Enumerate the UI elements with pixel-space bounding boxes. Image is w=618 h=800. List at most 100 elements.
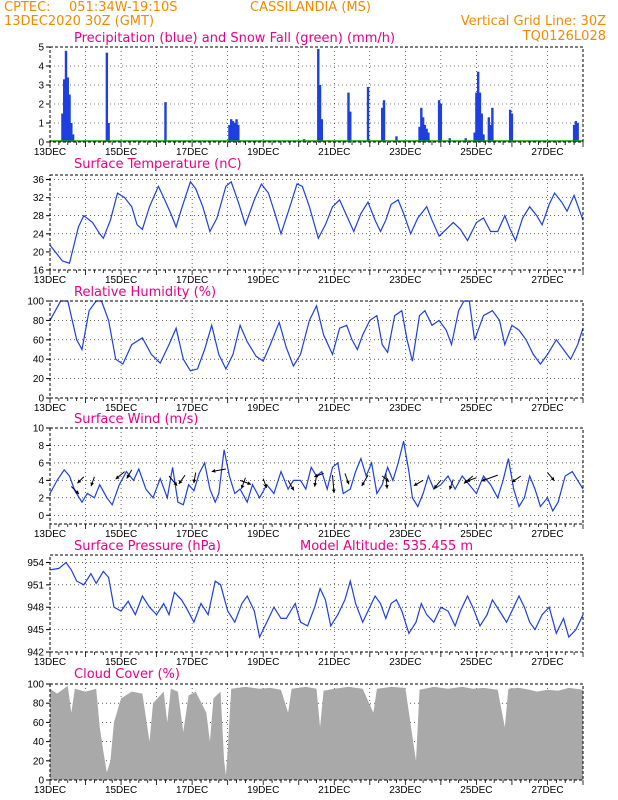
wind-arrow-head — [433, 484, 438, 489]
y-tick-label: 951 — [27, 580, 44, 591]
x-tick-label: 21DEC — [318, 529, 350, 540]
x-tick-label: 27DEC — [531, 529, 563, 540]
wind-arrow-head — [290, 486, 294, 491]
x-tick-label: 19DEC — [247, 529, 279, 540]
precip-bar — [366, 86, 370, 142]
y-tick-label: 60 — [33, 335, 45, 346]
x-tick-label: 21DEC — [318, 785, 350, 796]
cloud-area — [50, 685, 583, 780]
precip-bar — [231, 121, 235, 142]
wind-speed-line — [49, 440, 584, 513]
header-source: CPTEC: — [4, 0, 51, 15]
header-run: 13DEC2020 30Z (GMT) — [4, 14, 154, 29]
wind-arrow-head — [361, 482, 366, 487]
y-tick-label: 32 — [33, 193, 45, 204]
x-tick-label: 13DEC — [34, 275, 66, 286]
x-tick-label: 13DEC — [34, 657, 66, 668]
precip-bar — [395, 136, 398, 142]
precip-bar — [230, 119, 233, 142]
panel-frame — [49, 174, 584, 271]
x-tick-label: 25DEC — [460, 657, 492, 668]
x-tick-label: 23DEC — [389, 785, 421, 796]
precip-bar — [489, 124, 492, 142]
precip-bar — [381, 107, 384, 142]
precip-bar — [233, 123, 236, 142]
wind-arrow-head — [466, 478, 471, 483]
x-tick-label: 23DEC — [389, 147, 421, 158]
wind-arrow-head — [413, 482, 418, 486]
x-tick-label: 23DEC — [389, 657, 421, 668]
wind-arrow-head — [314, 473, 319, 478]
x-tick-label: 21DEC — [318, 403, 350, 414]
panel-annotation: Model Altitude: 535.455 m — [300, 539, 473, 554]
wind-arrow-head — [211, 469, 216, 473]
precip-bar — [439, 104, 443, 142]
precip-bar — [480, 113, 483, 142]
y-tick-label: 40 — [33, 355, 45, 366]
panel-title: Surface Temperature (nC) — [74, 157, 242, 172]
precip-bar — [508, 109, 512, 142]
x-tick-label: 17DEC — [176, 275, 208, 286]
precip-bar — [475, 92, 478, 142]
x-tick-label: 15DEC — [105, 529, 137, 540]
precip-bar — [382, 100, 386, 142]
precip-bar — [491, 107, 494, 142]
y-tick-label: 24 — [33, 229, 45, 240]
x-tick-label: 15DEC — [105, 785, 137, 796]
x-tick-label: 13DEC — [34, 785, 66, 796]
precip-bar — [425, 128, 428, 142]
y-tick-label: 80 — [33, 316, 45, 327]
wind-arrow-head — [240, 484, 245, 489]
precip-bar — [437, 100, 441, 142]
precip-bar — [482, 134, 485, 142]
y-tick-label: 8 — [38, 441, 44, 452]
y-tick-label: 945 — [27, 625, 44, 636]
panel-1: 0 1 2 3 4 5 13DEC 15DEC 17DEC 19DEC 21DEC 23DEC 25DE… — [34, 31, 584, 158]
precip-bar — [476, 71, 480, 142]
y-tick-label: 942 — [27, 648, 44, 659]
panel-2: 16 20 24 28 32 36 13DEC 15DEC 17DEC 19DEC 21DEC 23D… — [33, 157, 584, 286]
wind-arrow-head — [550, 476, 555, 481]
y-tick-label: 954 — [27, 558, 44, 569]
panel-title: Precipitation (blue) and Snow Fall (gree… — [74, 31, 395, 46]
wind-arrow-head — [384, 484, 389, 489]
precip-bar — [427, 132, 430, 142]
precip-bar — [420, 107, 423, 142]
y-tick-label: 1 — [38, 119, 44, 130]
x-tick-label: 13DEC — [34, 147, 66, 158]
x-tick-label: 25DEC — [460, 147, 492, 158]
panel-6: 0 20 40 60 80 100 13DEC 15DEC 17DEC 19DEC 21DEC 23D… — [27, 667, 584, 796]
x-tick-label: 25DEC — [460, 785, 492, 796]
humidity-line — [49, 300, 584, 372]
y-tick-label: 2 — [38, 493, 44, 504]
wind-arrow-head — [481, 477, 486, 482]
precip-bar — [473, 132, 476, 142]
panel-3: 0 20 40 60 80 100 13DEC 15DEC 17DEC 19DEC 21DEC 23D… — [27, 285, 584, 414]
y-tick-label: 80 — [33, 699, 45, 710]
wind-arrow-head — [77, 479, 82, 484]
y-tick-label: 20 — [33, 374, 45, 385]
header-coords: 051:34W-19:10S — [69, 0, 177, 15]
y-tick-label: 10 — [33, 424, 45, 435]
x-tick-label: 27DEC — [531, 785, 563, 796]
precip-bar — [478, 92, 482, 142]
precip-bar — [318, 85, 322, 142]
x-tick-label: 27DEC — [531, 275, 563, 286]
wind-arrow-head — [178, 479, 183, 484]
y-tick-label: 20 — [33, 247, 45, 258]
x-tick-label: 25DEC — [460, 403, 492, 414]
y-tick-label: 2 — [38, 100, 44, 111]
precip-bar — [107, 123, 110, 142]
wind-arrow-head — [331, 489, 336, 494]
precip-bar — [70, 123, 73, 142]
precip-bar — [61, 113, 64, 142]
wind-arrow-head — [173, 481, 178, 486]
x-tick-label: 15DEC — [105, 657, 137, 668]
wind-arrow-head — [75, 490, 79, 495]
precip-bar — [105, 52, 109, 143]
x-tick-label: 23DEC — [389, 275, 421, 286]
x-tick-label: 19DEC — [247, 147, 279, 158]
precip-bar — [572, 124, 576, 142]
y-tick-label: 948 — [27, 603, 44, 614]
